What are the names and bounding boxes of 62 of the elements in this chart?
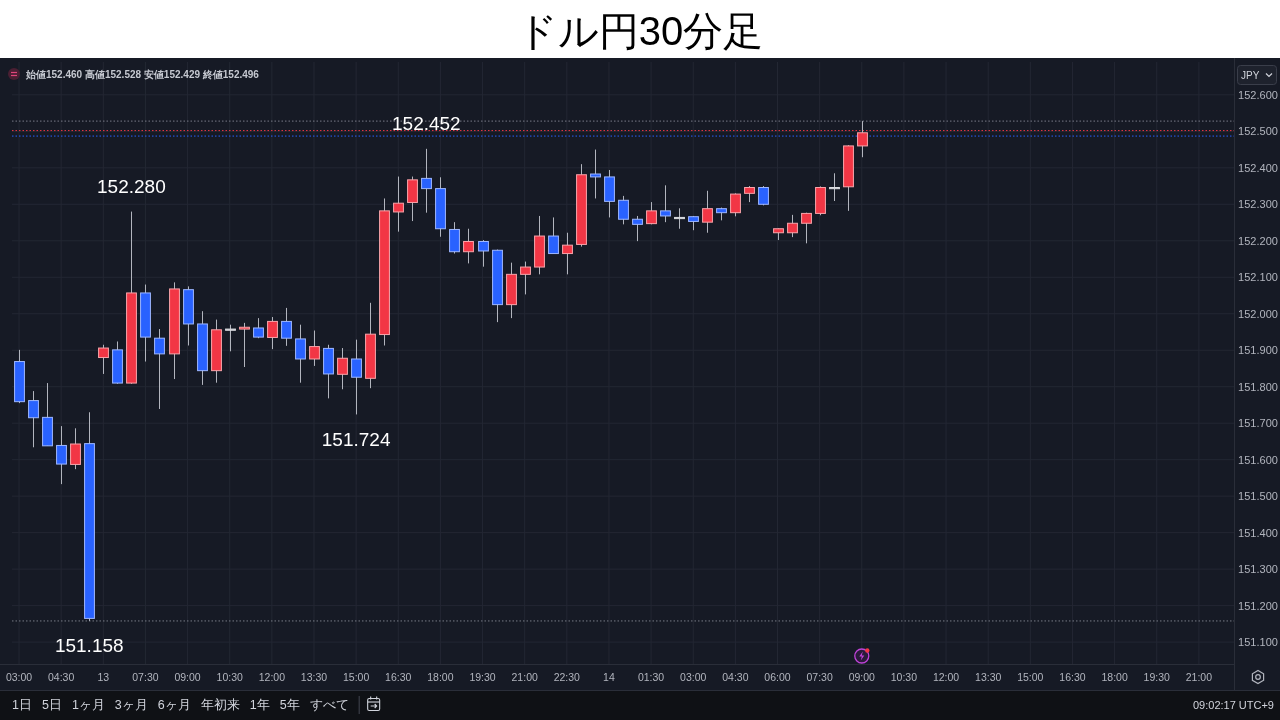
x-tick-label: 19:30	[469, 671, 496, 683]
x-tick-label: 09:00	[848, 671, 875, 683]
y-tick-label: 152.100	[1238, 271, 1278, 284]
x-tick-label: 07:30	[132, 671, 159, 683]
toolbar-label: 1年	[249, 698, 270, 712]
x-tick-label: 10:30	[216, 671, 243, 683]
toolbar-label: 6ヶ月	[157, 698, 191, 712]
y-tick-label: 151.500	[1238, 490, 1278, 503]
y-tick-label: 151.400	[1238, 526, 1278, 539]
y-tick-label: 151.800	[1238, 380, 1278, 393]
toolbar-label: 3ヶ月	[114, 698, 148, 712]
toolbar-label: 1日	[12, 698, 32, 712]
x-tick-label: 22:30	[553, 671, 580, 683]
y-tick-label: 152.400	[1238, 161, 1278, 174]
x-tick-label: 12:00	[932, 671, 960, 683]
x-tick-label: 21:00	[511, 671, 538, 683]
y-tick-label: 152.000	[1238, 307, 1278, 320]
ohlc-readout: 始値152.460 高値152.528 安値152.429 終値152.496	[26, 68, 259, 80]
x-tick-label: 06:00	[764, 671, 791, 683]
x-tick-label: 04:30	[48, 671, 75, 683]
x-tick-label: 03:00	[680, 671, 707, 683]
y-tick-label: 151.100	[1238, 636, 1278, 649]
x-tick-label: 13:30	[300, 671, 328, 683]
y-tick-label: 152.500	[1238, 125, 1278, 138]
x-tick-label: 15:00	[1017, 671, 1044, 683]
x-tick-label: 16:30	[385, 671, 412, 683]
x-tick-label: 13:30	[975, 671, 1002, 683]
toolbar-label: 年初来	[200, 698, 240, 712]
timestamp: 09:02:17 UTC+9	[1192, 699, 1274, 711]
x-tick-label: 04:30	[722, 671, 749, 683]
y-tick-label: 151.900	[1238, 344, 1278, 357]
toolbar-label: 5日	[41, 698, 62, 712]
x-tick-label: 15:00	[343, 671, 370, 683]
x-tick-label: 16:30	[1059, 671, 1086, 683]
x-tick-label: 18:00	[427, 671, 454, 683]
x-tick-label: 09:00	[174, 671, 201, 683]
annotation: 151.724	[321, 428, 391, 450]
currency-control: JPY	[1237, 65, 1277, 85]
y-tick-label: 151.300	[1238, 563, 1278, 576]
annotation: 152.280	[97, 176, 166, 198]
title: ドル円30分足	[516, 9, 764, 53]
annotation: 151.158	[54, 635, 124, 657]
y-tick-label: 151.600	[1238, 453, 1278, 466]
x-tick-label: 14	[603, 671, 615, 683]
y-tick-label: 152.600	[1238, 88, 1278, 101]
x-tick-label: 03:00	[5, 671, 33, 683]
y-tick-label: 152.200	[1238, 234, 1278, 247]
y-tick-label: 151.700	[1238, 417, 1278, 430]
y-tick-label: 151.200	[1238, 599, 1278, 612]
y-tick-label: 152.300	[1238, 198, 1278, 211]
x-tick-label: 21:00	[1185, 671, 1213, 683]
x-tick-label: 07:30	[806, 671, 833, 683]
toolbar-label: すべて	[309, 698, 349, 712]
x-tick-label: 19:30	[1143, 671, 1170, 683]
toolbar-label: 5年	[279, 698, 300, 712]
x-tick-label: 13	[97, 671, 110, 683]
toolbar-label: 1ヶ月	[71, 698, 105, 712]
annotation: 152.452	[392, 113, 461, 135]
x-tick-label: 10:30	[890, 671, 918, 683]
x-tick-label: 12:00	[258, 671, 285, 683]
x-tick-label: 01:30	[637, 671, 665, 683]
x-tick-label: 18:00	[1101, 671, 1128, 683]
